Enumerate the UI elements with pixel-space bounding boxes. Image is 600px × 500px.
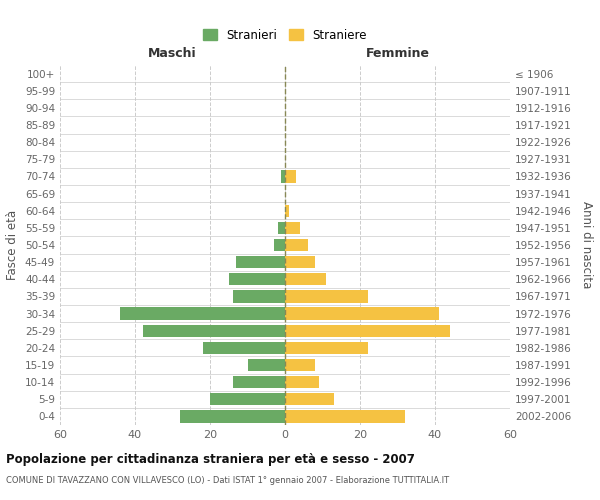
Bar — [285, 410, 405, 422]
Bar — [277, 222, 285, 234]
Bar — [281, 170, 285, 182]
Y-axis label: Anni di nascita: Anni di nascita — [580, 202, 593, 288]
Bar — [236, 256, 285, 268]
Bar — [285, 222, 300, 234]
Bar — [285, 273, 326, 285]
Bar — [285, 342, 367, 354]
Bar — [285, 376, 319, 388]
Bar — [229, 273, 285, 285]
Text: COMUNE DI TAVAZZANO CON VILLAVESCO (LO) - Dati ISTAT 1° gennaio 2007 - Elaborazi: COMUNE DI TAVAZZANO CON VILLAVESCO (LO) … — [6, 476, 449, 485]
Bar — [274, 239, 285, 251]
Bar — [285, 393, 334, 406]
Bar — [180, 410, 285, 422]
Bar — [248, 359, 285, 371]
Bar — [285, 308, 439, 320]
Text: Femmine: Femmine — [365, 47, 430, 60]
Legend: Stranieri, Straniere: Stranieri, Straniere — [198, 24, 372, 46]
Bar — [203, 342, 285, 354]
Bar — [285, 290, 367, 302]
Text: Maschi: Maschi — [148, 47, 197, 60]
Y-axis label: Fasce di età: Fasce di età — [7, 210, 19, 280]
Bar — [285, 239, 308, 251]
Bar — [233, 376, 285, 388]
Bar — [285, 359, 315, 371]
Bar — [210, 393, 285, 406]
Bar — [285, 324, 450, 337]
Text: Popolazione per cittadinanza straniera per età e sesso - 2007: Popolazione per cittadinanza straniera p… — [6, 452, 415, 466]
Bar — [120, 308, 285, 320]
Bar — [143, 324, 285, 337]
Bar — [285, 256, 315, 268]
Bar — [285, 170, 296, 182]
Bar — [233, 290, 285, 302]
Bar — [285, 204, 289, 217]
